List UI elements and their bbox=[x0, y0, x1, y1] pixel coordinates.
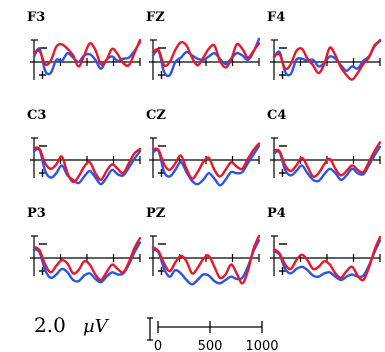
red-waveform-f3 bbox=[32, 38, 142, 68]
time-tick-0: 0 bbox=[154, 339, 162, 352]
electrode-label-c4: C4 bbox=[267, 108, 286, 123]
time-axis bbox=[157, 321, 263, 333]
panel-p3: P3 bbox=[27, 206, 142, 284]
blue-waveform-pz bbox=[151, 239, 261, 286]
red-waveform-cz bbox=[151, 142, 261, 180]
panel-fz: FZ bbox=[146, 10, 261, 80]
red-waveform-fz bbox=[151, 40, 261, 69]
panel-p4: P4 bbox=[267, 206, 382, 282]
blue-waveform-f3 bbox=[32, 41, 142, 76]
blue-waveform-fz bbox=[151, 37, 261, 78]
electrode-label-p3: P3 bbox=[27, 206, 46, 221]
electrode-label-cz: CZ bbox=[146, 108, 166, 123]
time-tick-500: 500 bbox=[198, 339, 223, 352]
panel-f4: F4 bbox=[267, 10, 382, 81]
amplitude-bar bbox=[147, 317, 153, 341]
blue-waveform-cz bbox=[151, 144, 261, 187]
scale-unit: µV bbox=[83, 316, 110, 337]
electrode-label-f3: F3 bbox=[27, 10, 45, 25]
red-waveform-p3 bbox=[32, 237, 142, 282]
red-waveform-p4 bbox=[272, 235, 382, 282]
panel-grid: F3 FZ F4 C3 CZ C4 P3 PZ P4 bbox=[27, 10, 382, 286]
panel-c3: C3 bbox=[27, 108, 142, 186]
red-waveform-pz bbox=[151, 234, 261, 285]
panel-pz: PZ bbox=[146, 206, 261, 286]
panel-f3: F3 bbox=[27, 10, 142, 80]
time-tick-1000: 1000 bbox=[245, 339, 278, 352]
red-waveform-c3 bbox=[32, 146, 142, 184]
scale-legend: 2.0 µV 0 500 1000 bbox=[34, 313, 279, 352]
electrode-label-p4: P4 bbox=[267, 206, 286, 221]
panel-c4: C4 bbox=[267, 108, 382, 183]
electrode-label-fz: FZ bbox=[146, 10, 165, 25]
scale-amplitude: 2.0 bbox=[34, 313, 66, 337]
electrode-label-f4: F4 bbox=[267, 10, 285, 25]
electrode-label-pz: PZ bbox=[146, 206, 166, 221]
blue-waveform-p3 bbox=[32, 241, 142, 284]
electrode-label-c3: C3 bbox=[27, 108, 46, 123]
blue-waveform-p4 bbox=[272, 239, 382, 282]
red-waveform-c4 bbox=[272, 141, 382, 178]
red-waveform-f4 bbox=[272, 39, 382, 81]
blue-waveform-c3 bbox=[32, 147, 142, 186]
blue-waveform-c4 bbox=[272, 145, 382, 183]
panel-cz: CZ bbox=[146, 108, 261, 187]
